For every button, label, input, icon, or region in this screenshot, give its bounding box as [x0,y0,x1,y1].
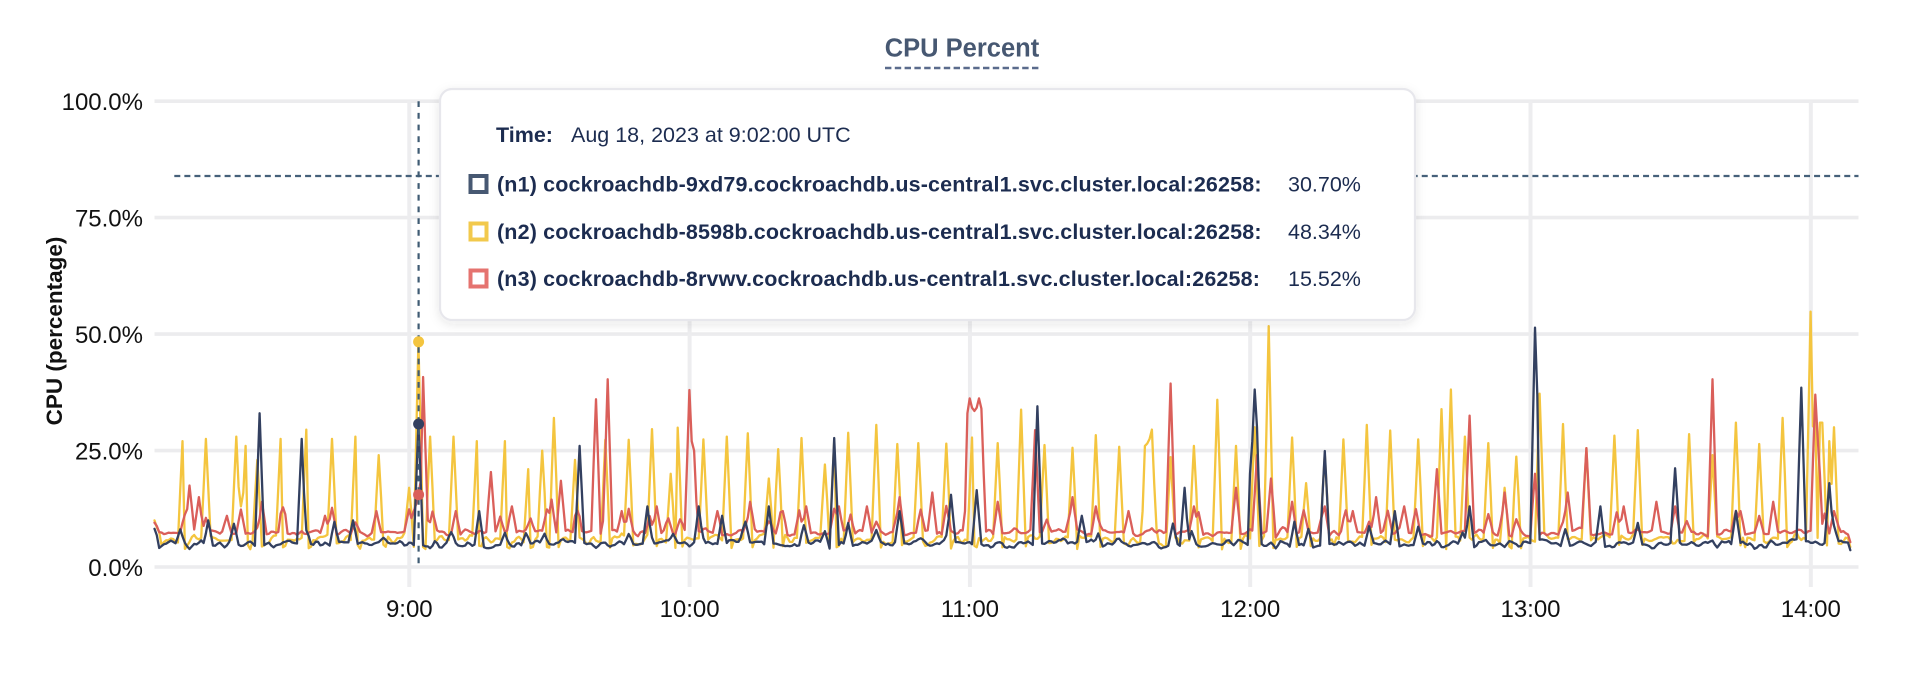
svg-text:(n2) cockroachdb-8598b.cockroa: (n2) cockroachdb-8598b.cockroachdb.us-ce… [497,220,1262,244]
svg-text:Aug 18, 2023 at 9:02:00 UTC: Aug 18, 2023 at 9:02:00 UTC [571,123,851,147]
svg-text:CPU Percent: CPU Percent [885,35,1040,63]
svg-text:10:00: 10:00 [660,596,720,623]
svg-text:(n1) cockroachdb-9xd79.cockroa: (n1) cockroachdb-9xd79.cockroachdb.us-ce… [497,173,1262,197]
svg-text:11:00: 11:00 [941,596,999,623]
svg-text:(n3) cockroachdb-8rvwv.cockroa: (n3) cockroachdb-8rvwv.cockroachdb.us-ce… [497,267,1260,291]
svg-text:0.0%: 0.0% [88,555,143,582]
svg-text:Time:: Time: [496,123,553,147]
svg-text:30.70%: 30.70% [1288,173,1361,197]
svg-text:13:00: 13:00 [1500,596,1560,623]
svg-text:12:00: 12:00 [1220,596,1280,623]
svg-text:25.0%: 25.0% [75,439,143,466]
svg-text:9:00: 9:00 [386,596,433,623]
svg-text:15.52%: 15.52% [1288,267,1361,291]
svg-text:100.0%: 100.0% [62,89,143,116]
svg-text:CPU (percentage): CPU (percentage) [42,237,67,426]
svg-text:48.34%: 48.34% [1288,220,1361,244]
svg-text:75.0%: 75.0% [75,206,143,233]
svg-text:14:00: 14:00 [1781,596,1841,623]
svg-text:50.0%: 50.0% [75,322,143,349]
